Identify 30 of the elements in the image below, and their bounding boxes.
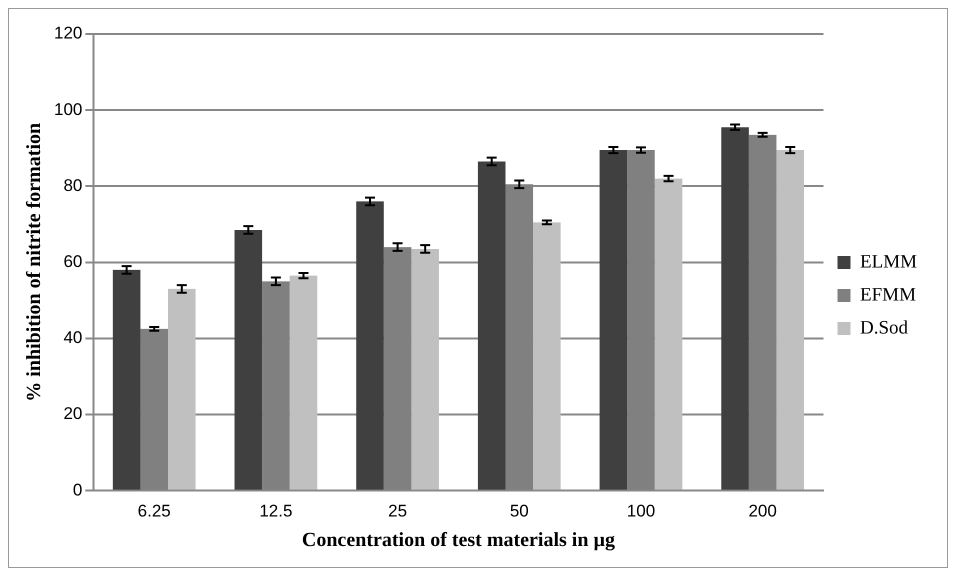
x-tick-label: 12.5: [259, 501, 292, 520]
x-tick-label: 200: [748, 501, 777, 520]
y-tick-label: 60: [63, 252, 82, 271]
bar: [600, 150, 628, 490]
bar: [533, 222, 561, 490]
y-tick-label: 120: [54, 24, 82, 43]
bar: [168, 288, 196, 490]
legend-label: EFMM: [860, 284, 916, 306]
x-tick-label: 100: [626, 501, 656, 520]
bar: [290, 276, 318, 490]
y-tick-label: 100: [54, 100, 82, 119]
x-tick-label: 50: [510, 501, 529, 520]
bar: [776, 150, 804, 490]
legend-label: ELMM: [860, 251, 918, 272]
y-tick-label: 40: [63, 328, 82, 348]
y-tick-label: 80: [63, 176, 82, 195]
bar: [478, 161, 506, 490]
bar: [654, 178, 682, 490]
bar: [112, 270, 140, 490]
y-tick-label: 0: [72, 480, 82, 500]
x-axis-title: Concentration of test materials in µg: [302, 529, 615, 552]
legend-label: D.Sod: [860, 317, 909, 338]
bar: [721, 127, 749, 490]
y-tick-label: 20: [63, 404, 82, 424]
x-tick-label: 25: [388, 501, 408, 520]
bar: [234, 230, 262, 490]
y-axis-title: % inhibition of nitrite formation: [23, 122, 46, 402]
x-tick-label: 6.25: [138, 501, 171, 520]
bar: [356, 201, 384, 490]
bar: [411, 248, 439, 490]
